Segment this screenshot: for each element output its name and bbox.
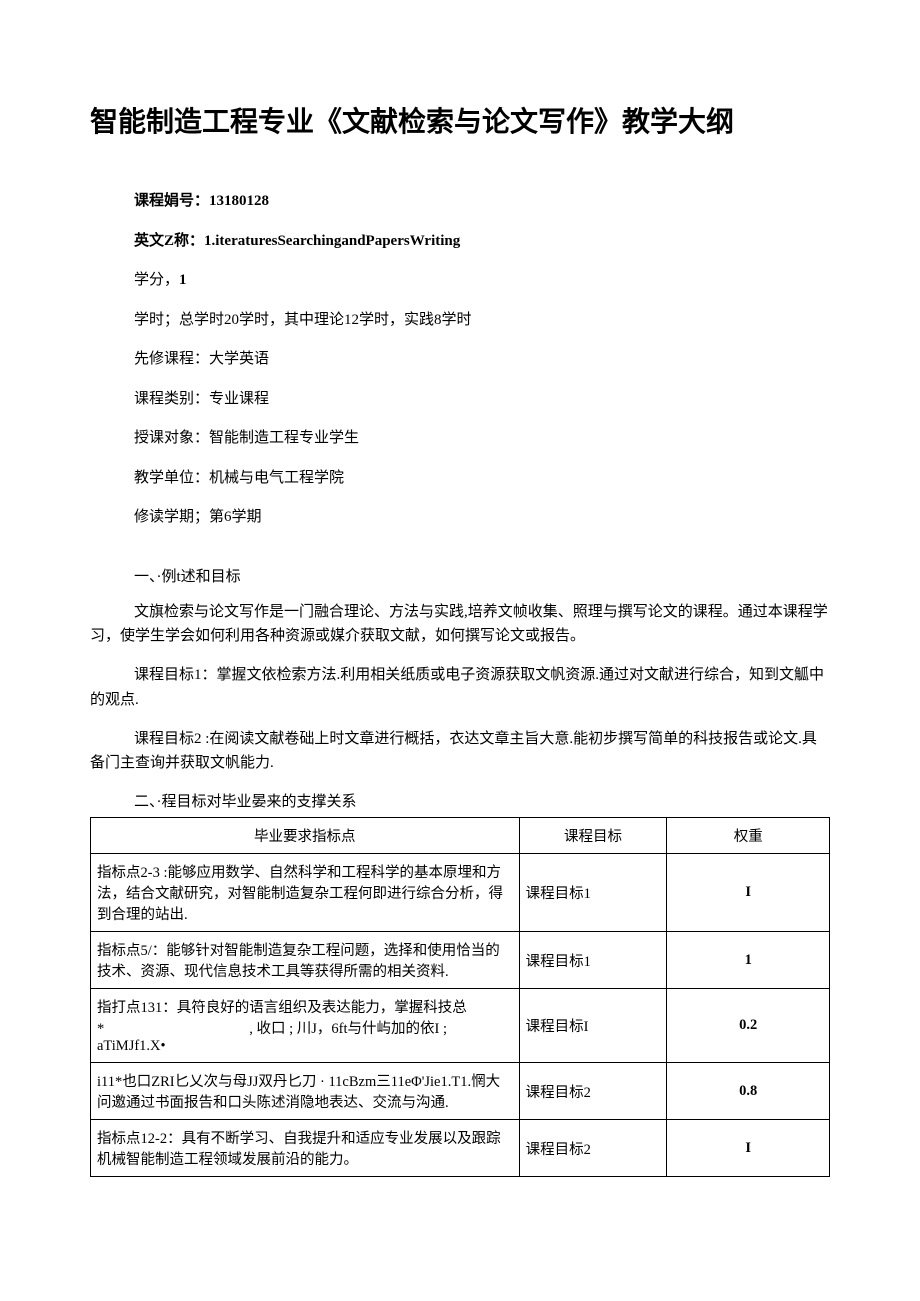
meta-label: 授课对象： (134, 430, 209, 446)
section2-heading: 二、·程目标对毕业晏来的支撑关系 (90, 790, 830, 811)
cell-goal: 课程目标2 (519, 1120, 667, 1177)
section1-para2: 课程目标1：掌握文依检索方法.利用相关纸质或电子资源获取文帆资源.通过对文献进行… (90, 663, 830, 713)
section1-para3: 课程目标2 :在阅读文献卷础上时文章进行概括，衣达文章主旨大意.能初步撰写简单的… (90, 727, 830, 777)
doc-title: 智能制造工程专业《文献检索与论文写作》教学大纲 (90, 100, 830, 140)
meta-line: 学时；总学时20学时，其中理论12学时，实践8学时 (134, 309, 830, 332)
cell-goal: 课程目标I (519, 989, 667, 1063)
cell-weight: I (667, 1120, 830, 1177)
meta-line: 课程类别：专业课程 (134, 388, 830, 411)
meta-value: 智能制造工程专业学生 (209, 430, 359, 446)
meta-line: 教学单位：机械与电气工程学院 (134, 467, 830, 490)
cell-weight: 0.8 (667, 1063, 830, 1120)
meta-value: 机械与电气工程学院 (209, 470, 344, 486)
cell-indicator: i11*也口ZRI匕乂次与母JJ双丹匕刀 · 11cBzm三11eΦ'Jie1.… (91, 1063, 520, 1120)
section1-heading: 一、·例t述和目标 (90, 565, 830, 586)
cell-goal: 课程目标1 (519, 932, 667, 989)
col-header-weight: 权重 (667, 818, 830, 854)
meta-label: 课程娟号： (134, 193, 209, 209)
table-row: 指打点131：具符良好的语言组织及表达能力，掌握科技总 * , 收口 ; 川J，… (91, 989, 830, 1063)
table-header-row: 毕业要求指标点 课程目标 权重 (91, 818, 830, 854)
meta-label: 英文Z称： (134, 233, 204, 249)
cell-weight: 1 (667, 932, 830, 989)
meta-value: 13180128 (209, 193, 269, 209)
table-row: 指标点2-3 :能够应用数学、自然科学和工程科学的基本原埋和方法，结合文献研究，… (91, 854, 830, 932)
cell-goal: 课程目标2 (519, 1063, 667, 1120)
support-table: 毕业要求指标点 课程目标 权重 指标点2-3 :能够应用数学、自然科学和工程科学… (90, 817, 830, 1177)
meta-value: 专业课程 (209, 391, 269, 407)
cell-goal: 课程目标1 (519, 854, 667, 932)
meta-line: 修读学期；第6学期 (134, 506, 830, 529)
meta-value: 1.iteraturesSearchingandPapersWriting (204, 233, 460, 249)
meta-label: 课程类别： (134, 391, 209, 407)
cell-indicator: 指标点2-3 :能够应用数学、自然科学和工程科学的基本原埋和方法，结合文献研究，… (91, 854, 520, 932)
meta-line: 授课对象：智能制造工程专业学生 (134, 427, 830, 450)
cell-weight: I (667, 854, 830, 932)
meta-label: 学分， (134, 272, 179, 288)
meta-label: 教学单位： (134, 470, 209, 486)
meta-label: 学时； (134, 312, 179, 328)
meta-label: 先修课程： (134, 351, 209, 367)
meta-value: 1 (179, 272, 187, 288)
cell-indicator: 指打点131：具符良好的语言组织及表达能力，掌握科技总 * , 收口 ; 川J，… (91, 989, 520, 1063)
section1-para1: 文旗检索与论文写作是一门融合理论、方法与实践,培养文帧收集、照理与撰写论文的课程… (90, 600, 830, 650)
meta-line: 课程娟号：13180128 (134, 190, 830, 213)
meta-line: 学分，1 (134, 269, 830, 292)
meta-value: 总学时20学时，其中理论12学时，实践8学时 (179, 312, 472, 328)
meta-line: 先修课程：大学英语 (134, 348, 830, 371)
col-header-goal: 课程目标 (519, 818, 667, 854)
meta-value: 大学英语 (209, 351, 269, 367)
table-row: i11*也口ZRI匕乂次与母JJ双丹匕刀 · 11cBzm三11eΦ'Jie1.… (91, 1063, 830, 1120)
cell-indicator: 指标点12-2：具有不断学习、自我提升和适应专业发展以及跟踪机械智能制造工程领域… (91, 1120, 520, 1177)
meta-block: 课程娟号：13180128 英文Z称：1.iteraturesSearching… (90, 190, 830, 529)
meta-label: 修读学期； (134, 509, 209, 525)
meta-line: 英文Z称：1.iteraturesSearchingandPapersWriti… (134, 230, 830, 253)
table-row: 指标点12-2：具有不断学习、自我提升和适应专业发展以及跟踪机械智能制造工程领域… (91, 1120, 830, 1177)
table-row: 指标点5/：能够针对智能制造复杂工程问题，选择和使用恰当的技术、资源、现代信息技… (91, 932, 830, 989)
cell-indicator: 指标点5/：能够针对智能制造复杂工程问题，选择和使用恰当的技术、资源、现代信息技… (91, 932, 520, 989)
cell-weight: 0.2 (667, 989, 830, 1063)
meta-value: 第6学期 (209, 509, 262, 525)
col-header-indicator: 毕业要求指标点 (91, 818, 520, 854)
